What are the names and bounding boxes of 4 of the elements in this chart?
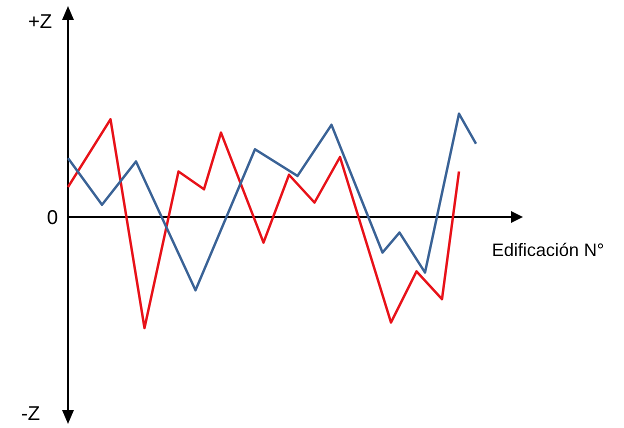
- x-axis-title: Edificación N°: [492, 240, 604, 260]
- text: -Z: [21, 403, 40, 425]
- text: +Z: [28, 11, 52, 33]
- text: 0: [46, 207, 58, 229]
